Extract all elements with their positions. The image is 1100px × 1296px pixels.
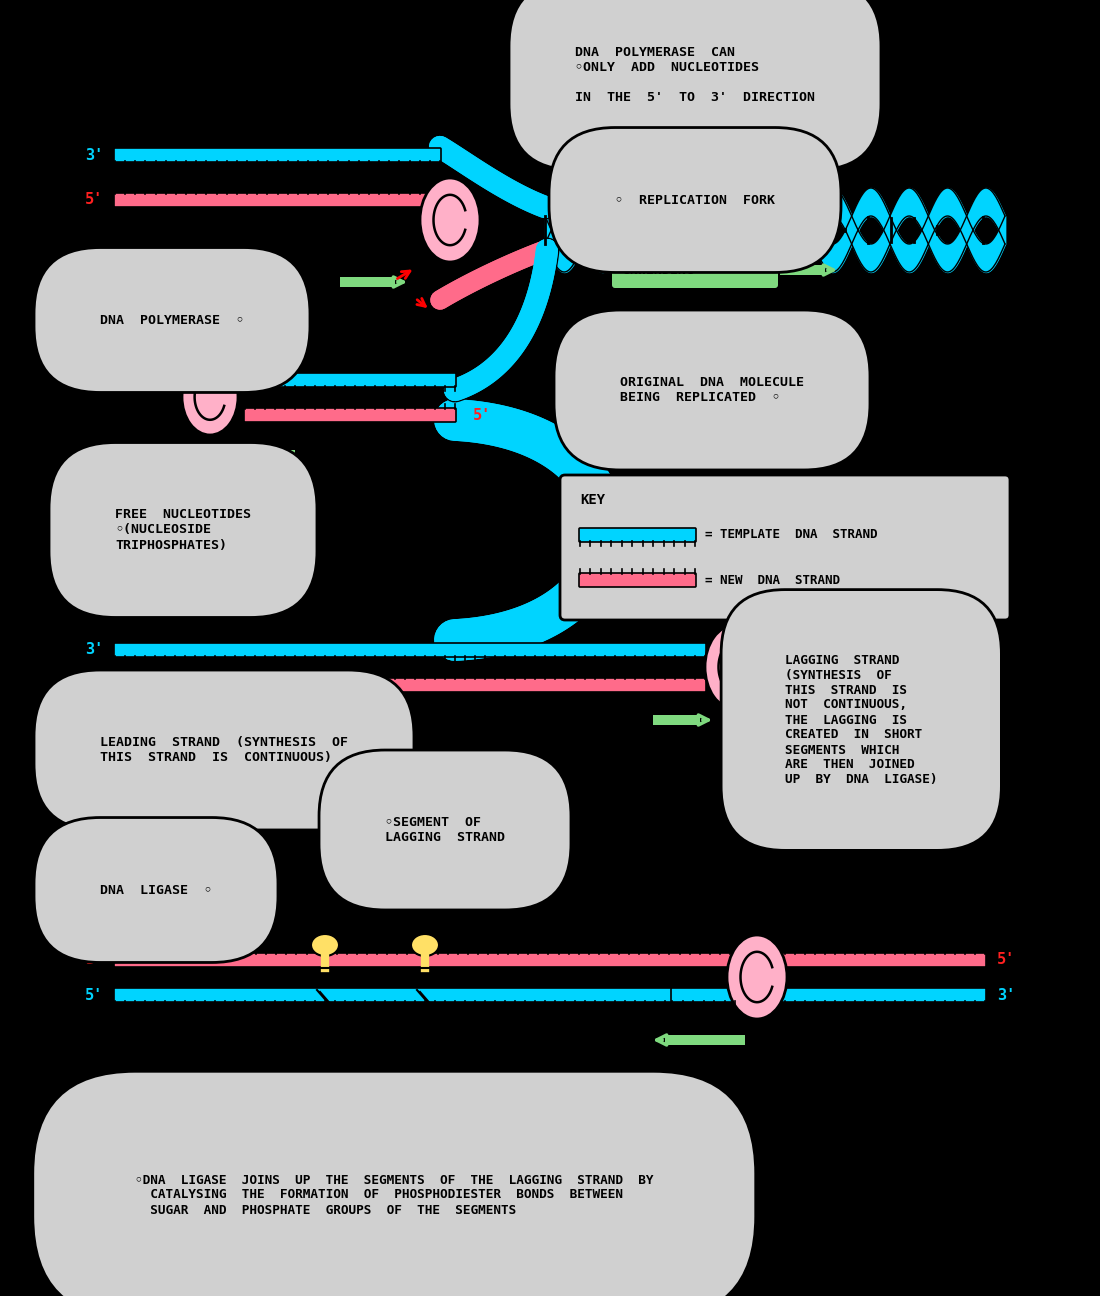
Text: 5': 5' — [85, 193, 103, 207]
Text: FREE  NUCLEOTIDES
◦(NUCLEOSIDE
TRIPHOSPHATES): FREE NUCLEOTIDES ◦(NUCLEOSIDE TRIPHOSPHA… — [116, 508, 251, 552]
FancyBboxPatch shape — [560, 476, 1010, 619]
FancyBboxPatch shape — [114, 988, 986, 1002]
FancyBboxPatch shape — [114, 953, 741, 967]
Text: ◦  REPLICATION  FORK: ◦ REPLICATION FORK — [615, 193, 776, 206]
Text: DNA  POLYMERASE  CAN
◦ONLY  ADD  NUCLEOTIDES

IN  THE  5'  TO  3'  DIRECTION: DNA POLYMERASE CAN ◦ONLY ADD NUCLEOTIDES… — [575, 45, 815, 104]
FancyBboxPatch shape — [653, 715, 700, 724]
FancyBboxPatch shape — [114, 148, 441, 162]
FancyBboxPatch shape — [744, 953, 986, 967]
Ellipse shape — [411, 934, 439, 956]
FancyBboxPatch shape — [114, 373, 456, 388]
Text: KEY: KEY — [580, 492, 605, 507]
Text: DNA  POLYMERASE  ◦: DNA POLYMERASE ◦ — [100, 314, 244, 327]
Text: ORIGINAL  DNA  MOLECULE
BEING  REPLICATED  ◦: ORIGINAL DNA MOLECULE BEING REPLICATED ◦ — [620, 376, 804, 404]
Text: LEADING  STRAND  (SYNTHESIS  OF
THIS  STRAND  IS  CONTINUOUS): LEADING STRAND (SYNTHESIS OF THIS STRAND… — [100, 736, 348, 765]
Text: ◦DNA  LIGASE  JOINS  UP  THE  SEGMENTS  OF  THE  LAGGING  STRAND  BY
  CATALYSIN: ◦DNA LIGASE JOINS UP THE SEGMENTS OF THE… — [135, 1173, 653, 1217]
Text: 3': 3' — [85, 953, 103, 968]
Ellipse shape — [727, 934, 786, 1019]
Text: 5': 5' — [473, 407, 492, 422]
Text: 5': 5' — [85, 678, 103, 692]
Text: = NEW  DNA  STRAND: = NEW DNA STRAND — [705, 574, 840, 587]
FancyBboxPatch shape — [671, 988, 736, 1002]
Text: 3': 3' — [997, 988, 1015, 1003]
Ellipse shape — [420, 178, 480, 262]
Text: 5': 5' — [85, 988, 103, 1003]
FancyBboxPatch shape — [612, 251, 778, 288]
Text: UNWINDING: UNWINDING — [621, 263, 694, 276]
Text: ◦SEGMENT  OF
LAGGING  STRAND: ◦SEGMENT OF LAGGING STRAND — [385, 816, 505, 844]
FancyBboxPatch shape — [340, 277, 395, 286]
FancyBboxPatch shape — [579, 527, 696, 542]
FancyBboxPatch shape — [780, 264, 825, 275]
Ellipse shape — [705, 625, 764, 709]
FancyBboxPatch shape — [114, 678, 706, 692]
Text: 3': 3' — [85, 148, 103, 162]
FancyBboxPatch shape — [244, 408, 456, 422]
Ellipse shape — [182, 359, 238, 435]
FancyBboxPatch shape — [114, 193, 441, 207]
Text: DNA  LIGASE  ◦: DNA LIGASE ◦ — [100, 884, 212, 897]
Ellipse shape — [311, 934, 339, 956]
Text: 5': 5' — [997, 953, 1015, 968]
Text: LAGGING  STRAND
(SYNTHESIS  OF
THIS  STRAND  IS
NOT  CONTINUOUS,
THE  LAGGING  I: LAGGING STRAND (SYNTHESIS OF THIS STRAND… — [785, 653, 937, 787]
Text: 3': 3' — [85, 643, 103, 657]
Text: 5': 5' — [85, 372, 103, 388]
FancyBboxPatch shape — [114, 643, 706, 657]
FancyBboxPatch shape — [220, 450, 295, 460]
FancyBboxPatch shape — [579, 573, 696, 587]
Text: = TEMPLATE  DNA  STRAND: = TEMPLATE DNA STRAND — [705, 529, 878, 542]
FancyBboxPatch shape — [666, 1036, 745, 1045]
